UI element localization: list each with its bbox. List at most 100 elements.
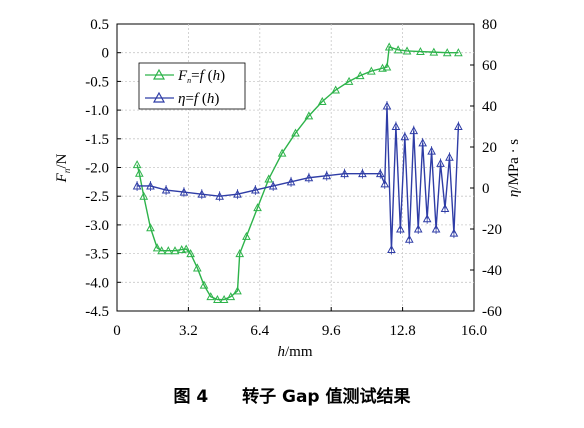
- tick-labels: 0 3.2 6.4 9.6 12.8 16.0 0.5 0 -0.5 -1.0 -1.5 -2.0 -2…: [85, 17, 502, 339]
- data-point-eta: [322, 171, 332, 180]
- data-point-fn: [454, 48, 463, 57]
- data-point-fn: [152, 243, 162, 252]
- data-point-eta: [436, 158, 445, 167]
- data-point-fn: [235, 249, 245, 258]
- data-point-fn: [132, 160, 142, 169]
- data-point-eta: [413, 224, 423, 233]
- data-point-eta: [268, 181, 278, 190]
- data-point-eta: [404, 234, 414, 243]
- data-point-fn: [213, 294, 222, 304]
- y-right-tick-label: 20: [482, 140, 497, 156]
- data-point-eta: [391, 121, 401, 130]
- y-left-axis-title: Fn/N: [54, 153, 72, 183]
- data-point-fn: [139, 191, 149, 200]
- gap-chart: 0 3.2 6.4 9.6 12.8 16.0 0.5 0 -0.5 -1.0 -1.5 -2.0 -2…: [54, 17, 522, 360]
- data-point-eta: [449, 228, 459, 237]
- legend-marker-eta: [152, 91, 166, 103]
- x-axis-title: h/mm: [277, 344, 312, 360]
- x-tick-label: 16.0: [461, 323, 487, 339]
- data-point-eta: [132, 181, 142, 190]
- data-point-eta: [418, 138, 428, 147]
- data-point-eta: [409, 126, 419, 135]
- y-left-tick-label: 0.5: [90, 17, 109, 33]
- data-point-fn: [177, 245, 187, 254]
- caption-text: 转子 Gap 值测试结果: [242, 387, 411, 407]
- data-point-fn: [355, 71, 365, 80]
- data-point-eta: [161, 185, 171, 194]
- data-point-eta: [286, 177, 296, 186]
- y-left-tick-label: -2.5: [85, 189, 109, 205]
- data-point-eta: [396, 224, 405, 233]
- y-right-tick-label: -40: [482, 263, 502, 279]
- data-point-fn: [304, 111, 314, 120]
- y-right-tick-label: -20: [482, 222, 502, 238]
- y-right-axis-title: η/MPa · s: [506, 139, 522, 197]
- data-point-fn: [416, 46, 425, 56]
- data-point-fn: [264, 174, 274, 183]
- data-point-fn: [134, 168, 144, 177]
- legend-box: [138, 62, 246, 110]
- data-point-eta: [387, 244, 396, 253]
- data-point-fn: [402, 46, 412, 55]
- data-point-fn: [146, 223, 155, 232]
- data-point-fn: [157, 246, 166, 255]
- series-layer: [132, 42, 463, 304]
- data-point-fn: [442, 48, 452, 57]
- data-point-eta: [304, 173, 314, 182]
- data-point-eta: [375, 169, 385, 178]
- data-point-eta: [233, 189, 242, 198]
- x-tick-label: 3.2: [179, 323, 198, 339]
- data-point-eta: [215, 191, 224, 200]
- data-point-fn: [277, 148, 287, 157]
- y-left-tick-label: -1.0: [85, 103, 109, 119]
- data-point-eta: [427, 146, 436, 155]
- data-point-fn: [253, 203, 262, 212]
- y-right-tick-label: 40: [482, 99, 497, 115]
- legend-label-fn: Fn=f (h): [177, 68, 225, 85]
- data-point-eta: [179, 187, 189, 196]
- legend: Fn=f (h) η=f (h): [138, 62, 246, 110]
- data-point-fn: [163, 246, 173, 255]
- data-point-fn: [367, 66, 376, 75]
- data-point-fn: [393, 45, 403, 54]
- data-point-eta: [197, 189, 207, 198]
- y-right-tick-label: 0: [482, 181, 490, 197]
- data-point-fn: [219, 294, 229, 304]
- y-right-tick-label: -60: [482, 304, 502, 320]
- y-left-tick-label: 0: [102, 46, 110, 62]
- data-point-fn: [206, 292, 216, 301]
- y-left-tick-label: -0.5: [85, 74, 109, 90]
- data-point-eta: [382, 101, 392, 110]
- y-left-tick-label: -3.0: [85, 218, 109, 234]
- data-point-fn: [317, 96, 327, 105]
- data-point-eta: [445, 152, 454, 161]
- data-point-fn: [199, 280, 209, 289]
- data-point-fn: [242, 231, 251, 240]
- data-point-eta: [380, 179, 390, 188]
- x-tick-label: 9.6: [322, 323, 341, 339]
- data-point-eta: [358, 169, 367, 178]
- y-right-tick-label: 80: [482, 17, 497, 33]
- y-left-tick-label: -4.0: [85, 275, 109, 291]
- data-point-eta: [340, 169, 349, 178]
- data-point-fn: [181, 244, 191, 253]
- y-left-tick-label: -4.5: [85, 304, 109, 320]
- data-point-fn: [331, 85, 340, 94]
- data-point-fn: [233, 286, 242, 295]
- y-left-tick-label: -1.5: [85, 132, 109, 148]
- y-left-tick-label: -3.5: [85, 247, 109, 263]
- data-point-eta: [454, 121, 463, 130]
- data-point-fn: [382, 62, 392, 71]
- caption-number: 图 4: [173, 387, 209, 407]
- legend-marker-fn: [152, 68, 166, 80]
- data-point-eta: [422, 214, 432, 223]
- data-point-fn: [170, 246, 180, 255]
- legend-label-eta: η=f (h): [178, 91, 219, 107]
- x-tick-label: 6.4: [250, 323, 269, 339]
- tick-marks: [116, 23, 475, 312]
- data-point-eta: [431, 224, 441, 233]
- data-point-fn: [226, 292, 236, 301]
- figure-caption: 图 4 转子 Gap 值测试结果: [0, 382, 584, 407]
- data-point-fn: [291, 128, 300, 137]
- data-point-fn: [344, 76, 354, 85]
